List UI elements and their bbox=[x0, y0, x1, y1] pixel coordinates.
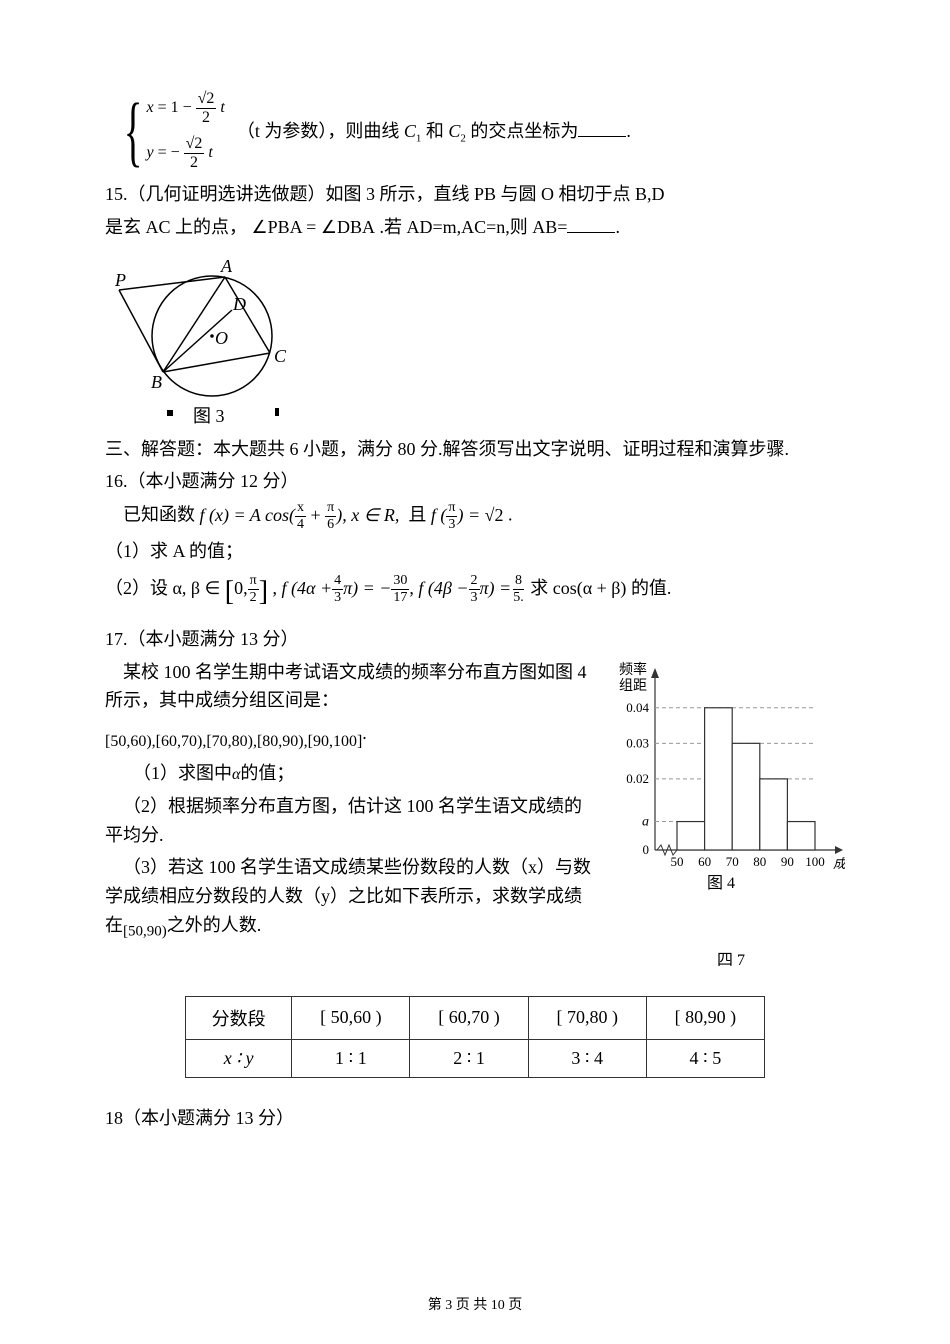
svg-text:0.04: 0.04 bbox=[626, 699, 649, 714]
svg-text:D: D bbox=[232, 294, 246, 314]
q17-p2: （2）根据频率分布直方图，估计这 100 名学生语文成绩的平均分. bbox=[105, 792, 595, 850]
svg-text:0.03: 0.03 bbox=[626, 735, 649, 750]
svg-text:0: 0 bbox=[643, 842, 650, 857]
table-cell: 3 ∶ 4 bbox=[528, 1039, 646, 1077]
table-cell: 1 ∶ 1 bbox=[292, 1039, 410, 1077]
table-header: 分数段 bbox=[186, 996, 292, 1039]
table-row: x ∶ y 1 ∶ 1 2 ∶ 1 3 ∶ 4 4 ∶ 5 bbox=[186, 1039, 765, 1077]
table-header: [ 50,60 ) bbox=[292, 996, 410, 1039]
svg-text:B: B bbox=[151, 372, 162, 392]
table-cell: x ∶ y bbox=[186, 1039, 292, 1077]
svg-text:90: 90 bbox=[781, 854, 794, 869]
parametric-equations: { x = 1 − √22 t y = − √22 t （t 为参数），则曲线 … bbox=[105, 90, 845, 172]
q16-part1: （1）求 A 的值； bbox=[105, 537, 845, 566]
svg-text:70: 70 bbox=[726, 854, 739, 869]
svg-text:P: P bbox=[114, 270, 126, 290]
svg-text:A: A bbox=[220, 256, 233, 276]
q15-line1: 15.（几何证明选讲选做题）如图 3 所示，直线 PB 与圆 O 相切于点 B,… bbox=[105, 180, 845, 209]
blank-answer bbox=[578, 118, 626, 137]
figure-3: P A D O B C 图 3 bbox=[107, 248, 845, 431]
figure-4-histogram: 频率组距 0.04 0.03 0.02 a 0 50 60 70 80 90 100 成绩图 4 bbox=[605, 660, 845, 897]
svg-text:50: 50 bbox=[671, 854, 684, 869]
svg-text:O: O bbox=[215, 328, 228, 348]
q17-p3: （3）若这 100 名学生语文成绩某些份数段的人数（x）与数学成绩相应分数段的人… bbox=[105, 853, 595, 943]
page: { x = 1 − √22 t y = − √22 t （t 为参数），则曲线 … bbox=[0, 0, 950, 1344]
svg-text:C: C bbox=[274, 346, 287, 366]
svg-text:80: 80 bbox=[753, 854, 766, 869]
table-header: [ 80,90 ) bbox=[646, 996, 764, 1039]
table-row: 分数段 [ 50,60 ) [ 60,70 ) [ 70,80 ) [ 80,9… bbox=[186, 996, 765, 1039]
table-cell: 2 ∶ 1 bbox=[410, 1039, 528, 1077]
q16-intro: 已知函数 f (x) = A cos(x4 + π6), x ∈ R, 且 f … bbox=[105, 500, 845, 533]
q16-part2: （2）设 α, β ∈ [0,π2] , f (4α +43π) = −3017… bbox=[105, 570, 845, 615]
eq-x: x = 1 − √22 t bbox=[146, 90, 224, 127]
q15-line2: 是玄 AC 上的点， ∠PBA = ∠DBA .若 AD=m,AC=n,则 AB… bbox=[105, 213, 845, 242]
table-cell: 4 ∶ 5 bbox=[646, 1039, 764, 1077]
eq-stack: x = 1 − √22 t y = − √22 t bbox=[146, 90, 224, 172]
q18-head: 18（本小题满分 13 分） bbox=[105, 1104, 845, 1133]
q17-p1: （1）求图中α的值； bbox=[105, 759, 595, 788]
page-footer: 第 3 页 共 10 页 bbox=[0, 1294, 950, 1314]
q14-text: （t 为参数），则曲线 C1 和 C2 的交点坐标为. bbox=[237, 117, 631, 145]
q17-intervals: [50,60),[60,70),[70,80),[80,90),[90,100]… bbox=[105, 719, 595, 755]
svg-text:0.02: 0.02 bbox=[626, 770, 649, 785]
svg-text:频率: 频率 bbox=[619, 661, 647, 678]
eq-y: y = − √22 t bbox=[146, 135, 224, 172]
table-header: [ 70,80 ) bbox=[528, 996, 646, 1039]
q16-fx: f (x) = A cos(x4 + π6), x ∈ R, bbox=[200, 505, 404, 525]
left-brace: { bbox=[124, 100, 143, 162]
svg-text:60: 60 bbox=[698, 854, 711, 869]
section3-heading: 三、解答题：本大题共 6 小题，满分 80 分.解答须写出文字说明、证明过程和演… bbox=[105, 435, 845, 464]
q17-head: 17.（本小题满分 13 分） bbox=[105, 625, 845, 654]
svg-text:成绩: 成绩 bbox=[833, 856, 845, 871]
svg-text:图 4: 图 4 bbox=[707, 875, 735, 892]
q17-l1: 某校 100 名学生期中考试语文成绩的频率分布直方图如图 4 所示，其中成绩分组… bbox=[105, 658, 595, 716]
q17-body: 某校 100 名学生期中考试语文成绩的频率分布直方图如图 4 所示，其中成绩分组… bbox=[105, 654, 845, 944]
q16-head: 16.（本小题满分 12 分） bbox=[105, 467, 845, 496]
svg-text:图 3: 图 3 bbox=[193, 406, 225, 426]
table-caption-top: 四 7 bbox=[105, 946, 745, 970]
blank-answer bbox=[567, 214, 615, 233]
table-header: [ 60,70 ) bbox=[410, 996, 528, 1039]
svg-text:a: a bbox=[642, 814, 649, 829]
svg-text:100: 100 bbox=[805, 854, 825, 869]
score-ratio-table: 分数段 [ 50,60 ) [ 60,70 ) [ 70,80 ) [ 80,9… bbox=[185, 996, 765, 1078]
svg-text:组距: 组距 bbox=[619, 678, 647, 694]
q15-angle: ∠PBA = ∠DBA bbox=[252, 217, 375, 237]
